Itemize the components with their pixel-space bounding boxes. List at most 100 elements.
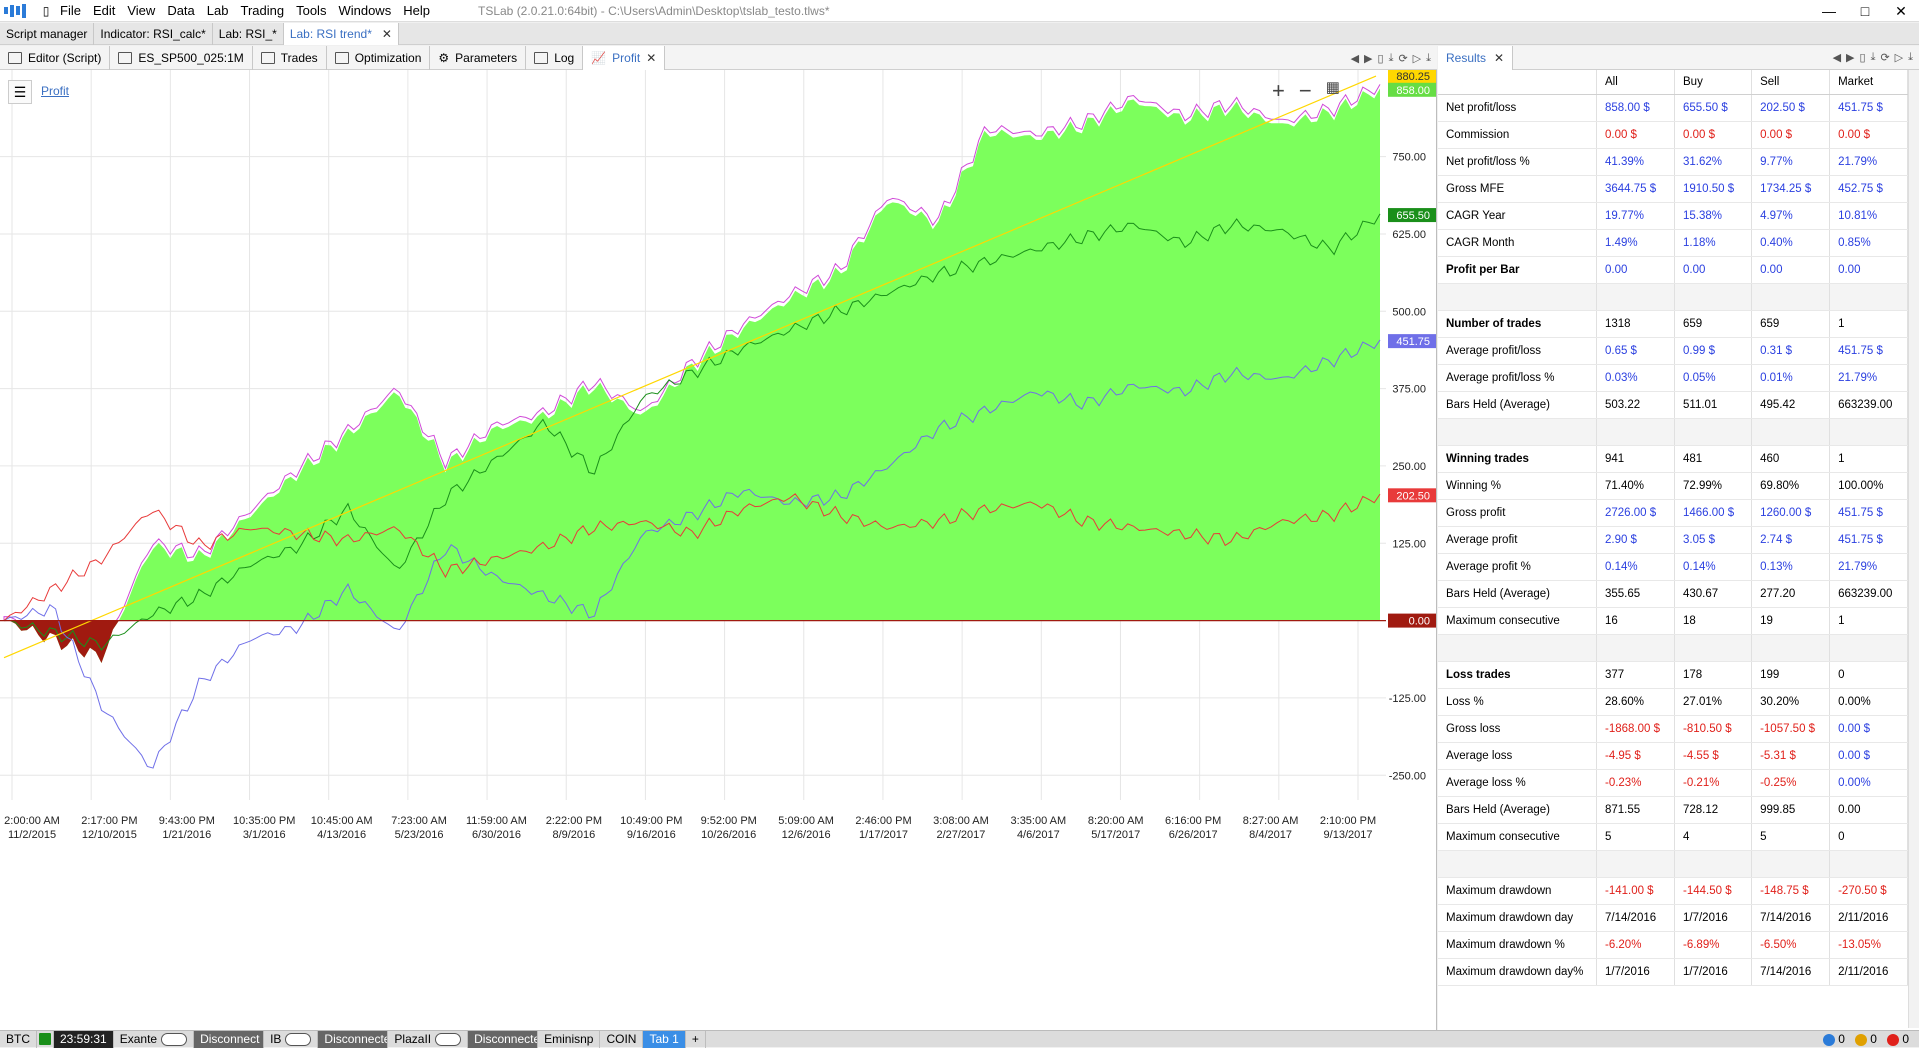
bank-icon [260,52,275,64]
warning-counter[interactable]: 0 [1854,1032,1877,1046]
tab-log[interactable]: Log [526,46,584,70]
x-tick-time: 11:59:00 AM [466,815,527,827]
metric-value: -141.00 $ [1596,877,1676,905]
metric-value: 0.31 $ [1751,337,1831,365]
save-icon[interactable]: ▯ [1377,52,1384,65]
metric-value: 0.00 [1674,256,1753,284]
play-icon[interactable]: ▷ [1412,52,1422,65]
metric-value: 0.85% [1829,229,1908,257]
export-icon[interactable]: ⤓ [1426,51,1431,64]
menu-lab[interactable]: Lab [206,2,229,18]
metric-label: Average profit % [1438,553,1597,581]
close-tab-icon[interactable]: ✕ [1494,50,1505,65]
menu-windows[interactable]: Windows [338,2,392,18]
nav-left-icon[interactable]: ◀ [1350,52,1360,65]
y-tick-label: 750.00 [1392,152,1426,164]
zoom-in-icon[interactable]: + [1272,78,1285,103]
metric-value: 100.00% [1829,472,1908,500]
refresh-icon[interactable]: ⟳ [1880,52,1890,64]
x-tick-date: 12/10/2015 [82,829,137,841]
error-counter[interactable]: 0 [1886,1032,1909,1046]
menu-view[interactable]: View [127,2,156,18]
tab-es-sp500[interactable]: ES_SP500_025:1M [110,46,253,70]
tab-indicator-rsi-calc[interactable]: Indicator: RSI_calc* [94,23,213,45]
nav-right-icon[interactable]: ▶ [1364,52,1373,65]
tab-results[interactable]: Results ✕ [1438,45,1514,70]
profit-icon: 📈 [591,51,607,65]
minimize-icon[interactable]: — [1822,3,1836,19]
download-icon[interactable]: ⤓ [1870,51,1876,63]
play-icon[interactable]: ▷ [1894,52,1904,64]
tab-script-manager[interactable]: Script manager [0,23,95,45]
table-row: Commission 0.00 $0.00 $0.00 $0.00 $ [1438,121,1908,149]
menu-tools[interactable]: Tools [296,2,327,18]
menu-file[interactable]: File [60,2,81,18]
ib-toggle[interactable] [285,1032,312,1046]
nav-right-icon[interactable]: ▶ [1846,52,1855,64]
metric-value: 728.12 [1674,796,1753,824]
metric-value: 178 [1674,661,1753,689]
save-icon[interactable]: ▯ [1859,52,1866,64]
maximize-icon[interactable]: □ [1860,3,1870,19]
tab-parameters[interactable]: ⚙ Parameters [430,46,527,70]
save-icon[interactable]: ▯ [42,3,50,18]
metric-value: 663239.00 [1829,391,1908,419]
column-header[interactable]: Market [1829,70,1908,95]
nav-left-icon[interactable]: ◀ [1832,52,1842,64]
metric-value: 1466.00 $ [1674,499,1753,527]
tab-1[interactable]: Tab 1 [643,1030,686,1048]
close-tab-icon[interactable]: ✕ [381,27,392,41]
column-header[interactable]: All [1596,70,1676,95]
window-title: TSLab (2.0.21.0:64bit) - C:\Users\Admin\… [478,4,830,18]
exante-connector[interactable]: Exante [114,1030,195,1048]
price-tag [1388,82,1436,97]
tab-optimization[interactable]: Optimization [327,46,431,70]
metric-label: Gross MFE [1438,175,1597,203]
column-header[interactable] [1438,70,1597,95]
metric-value: 10.81% [1829,202,1908,230]
plaza-connector[interactable]: PlazaII [388,1030,469,1048]
metric-value: 0.00 $ [1829,121,1908,149]
column-header[interactable]: Buy [1674,70,1753,95]
x-tick-date: 12/6/2016 [782,829,831,841]
tab-editor-script[interactable]: Editor (Script) [0,46,111,70]
metric-label: Maximum drawdown % [1438,931,1597,959]
menu-help[interactable]: Help [403,2,430,18]
list-icon[interactable]: ☰ [8,80,32,104]
close-tab-icon[interactable]: ✕ [646,51,657,65]
plaza-toggle[interactable] [435,1032,462,1046]
metric-label: Winning % [1438,472,1597,500]
add-tab-button[interactable]: + [686,1030,706,1048]
chart-settings-icon[interactable]: ▦ [1325,79,1340,96]
metric-value: 0.00% [1829,769,1908,797]
metric-value: 15.38% [1674,202,1753,230]
table-row: Loss % 28.60% 27.01% 30.20% 0.00% [1438,688,1908,716]
btc-label: BTC [0,1030,37,1048]
chart-title[interactable]: Profit [41,84,70,98]
metric-value: 999.85 [1751,796,1831,824]
metric-value: 3.05 $ [1674,526,1753,554]
column-header[interactable]: Sell [1751,70,1831,95]
menu-data[interactable]: Data [167,2,195,18]
metric-value: 19.77% [1596,202,1676,230]
export-icon[interactable]: ⤓ [1908,51,1913,63]
close-icon[interactable]: ✕ [1895,3,1907,19]
menu-edit[interactable]: Edit [92,2,116,18]
metric-value: 430.67 [1674,580,1753,608]
zoom-out-icon[interactable]: − [1298,78,1312,103]
table-row: Gross profit 2726.00 $1466.00 $1260.00 $4… [1438,499,1908,527]
menu-trading[interactable]: Trading [240,2,285,18]
ib-connector[interactable]: IB [264,1030,319,1048]
download-icon[interactable]: ⤓ [1388,51,1394,64]
exante-toggle[interactable] [161,1032,188,1046]
results-scrollbar[interactable] [1908,70,1919,1028]
tab-profit[interactable]: 📈 Profit ✕ [583,46,666,70]
tab-trades[interactable]: Trades [253,46,327,70]
tab-lab-rsi-trend[interactable]: Lab: RSI trend* ✕ [283,23,399,45]
tab-lab-rsi[interactable]: Lab: RSI_* [213,23,284,45]
refresh-icon[interactable]: ⟳ [1398,52,1408,65]
metric-value: 2.74 $ [1751,526,1831,554]
notification-counter[interactable]: 0 [1822,1032,1845,1046]
metric-value: 0.01% [1751,364,1831,392]
price-tag [1388,613,1436,628]
